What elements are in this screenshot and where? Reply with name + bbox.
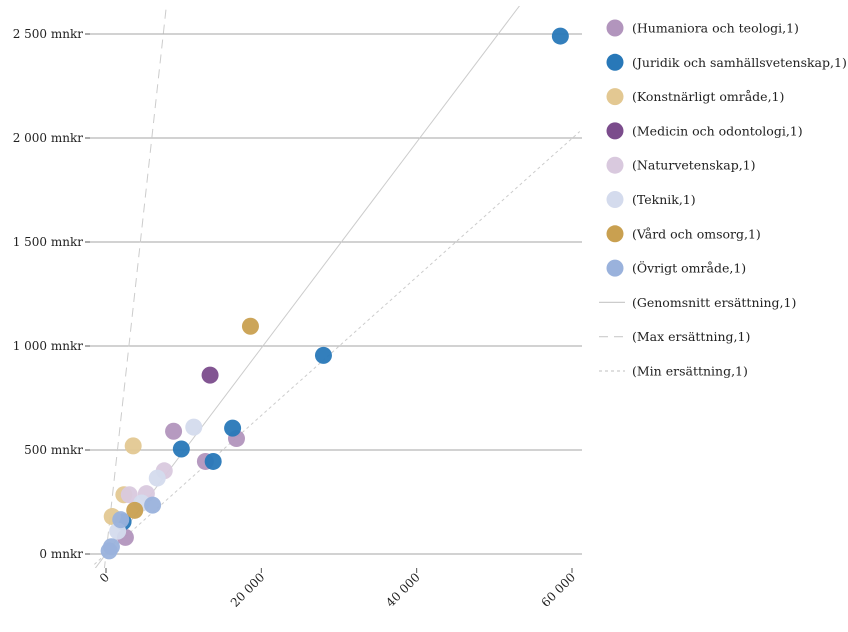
legend-label: (Vård och omsorg,1) [632, 226, 761, 241]
legend-label: (Medicin och odontologi,1) [632, 123, 803, 138]
x-tick-label: 0 [97, 570, 112, 585]
y-tick-label: 500 mnkr [24, 443, 83, 457]
data-point [124, 437, 142, 455]
data-point [314, 346, 332, 364]
legend-label: (Max ersättning,1) [632, 329, 750, 344]
reference-line [94, 6, 521, 568]
legend-swatch [606, 88, 624, 106]
x-axis: 0 20 000 40 000 60 000 [97, 568, 578, 610]
legend-swatch [606, 191, 624, 208]
data-point [172, 440, 190, 458]
data-point [126, 501, 144, 519]
data-point [144, 496, 162, 514]
data-point [224, 419, 242, 437]
legend-swatch [606, 259, 624, 277]
data-point [204, 452, 222, 470]
legend-label: (Övrigt område,1) [632, 260, 746, 276]
legend-label: (Humaniora och teologi,1) [632, 21, 799, 36]
legend-label: (Juridik och samhällsvetenskap,1) [632, 55, 847, 70]
y-tick-label: 2 500 mnkr [13, 27, 84, 41]
legend-swatch [606, 156, 624, 174]
legend-label: (Teknik,1) [632, 192, 696, 207]
y-tick-label: 1 000 mnkr [13, 339, 84, 353]
legend-label: (Genomsnitt ersättning,1) [632, 295, 796, 310]
data-point [165, 422, 183, 440]
y-tick-label: 2 000 mnkr [13, 131, 84, 145]
y-axis: 0 mnkr 500 mnkr 1 000 mnkr 1 500 mnkr 2 000 … [13, 27, 90, 561]
data-point [100, 542, 118, 560]
data-point [201, 366, 219, 384]
x-tick-label: 20 000 [228, 570, 268, 610]
reference-line [94, 131, 581, 565]
data-point [241, 317, 259, 335]
plot-area [94, 6, 581, 568]
legend: (Humaniora och teologi,1) (Juridik och sa… [599, 19, 847, 379]
reference-line [103, 6, 167, 568]
y-tick-label: 0 mnkr [39, 547, 83, 561]
x-tick-label: 60 000 [539, 570, 579, 610]
data-point [185, 418, 203, 436]
x-tick-label: 40 000 [383, 570, 423, 610]
data-point [551, 27, 569, 45]
legend-label: (Min ersättning,1) [632, 364, 748, 379]
data-point [148, 469, 166, 487]
gridlines [90, 33, 582, 555]
y-tick-label: 1 500 mnkr [13, 235, 84, 249]
legend-label: (Konstnärligt område,1) [632, 89, 784, 104]
legend-swatch [606, 19, 624, 37]
legend-label: (Naturvetenskap,1) [632, 158, 756, 173]
legend-swatch [606, 225, 624, 243]
legend-swatch [606, 122, 624, 140]
data-point [112, 511, 130, 529]
data-point [120, 486, 138, 504]
legend-swatch [606, 53, 624, 71]
